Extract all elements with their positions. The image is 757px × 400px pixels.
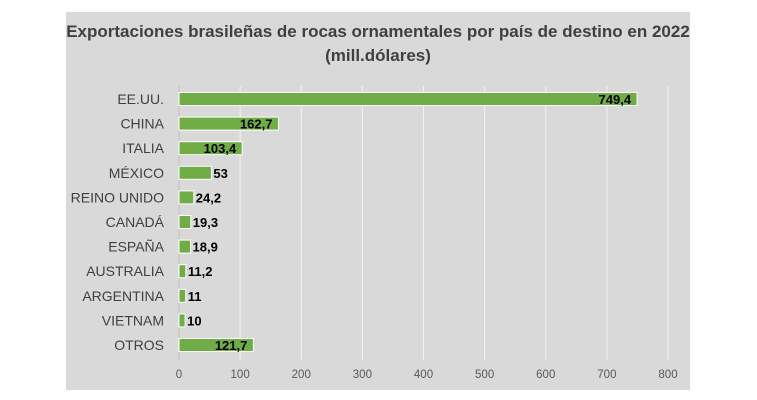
data-label: 162,7 — [240, 117, 273, 132]
data-label: 11 — [188, 289, 202, 304]
category-label: AUSTRALIA — [86, 263, 164, 279]
category-label: ARGENTINA — [82, 288, 164, 304]
bar — [178, 141, 243, 156]
data-label: 53 — [213, 166, 227, 181]
x-tick-label: 200 — [292, 369, 311, 381]
category-label: OTROS — [114, 337, 164, 353]
data-label: 749,4 — [599, 92, 632, 107]
data-label: 10 — [187, 313, 201, 328]
x-tick-label: 300 — [353, 369, 372, 381]
bar — [178, 190, 195, 205]
category-label: CHINA — [120, 116, 164, 132]
category-label: EE.UU. — [117, 91, 164, 107]
category-label: ITALIA — [122, 140, 164, 156]
data-label: 121,7 — [215, 338, 248, 353]
data-label: 24,2 — [196, 190, 221, 205]
bar — [178, 313, 186, 328]
x-tick-label: 400 — [414, 369, 433, 381]
x-tick-label: 500 — [475, 369, 494, 381]
x-tick-label: 700 — [597, 369, 616, 381]
data-label: 103,4 — [204, 141, 237, 156]
category-label: MÉXICO — [109, 165, 164, 181]
category-label: VIETNAM — [102, 312, 164, 328]
data-label: 19,3 — [193, 215, 218, 230]
bar — [178, 239, 192, 254]
bar — [178, 92, 638, 106]
bar — [178, 215, 192, 229]
bar — [178, 165, 212, 180]
bar — [178, 338, 254, 352]
category-label: REINO UNIDO — [71, 189, 164, 205]
x-tick-label: 0 — [176, 369, 182, 381]
category-label: ESPAÑA — [108, 239, 164, 255]
bar — [178, 288, 187, 303]
category-label: CANADÁ — [106, 214, 165, 230]
bar — [178, 116, 279, 131]
x-tick-label: 800 — [658, 369, 677, 381]
chart-title: Exportaciones brasileñas de rocas orname… — [66, 22, 690, 65]
bar — [178, 264, 187, 279]
x-tick-label: 100 — [231, 369, 250, 381]
data-label: 11,2 — [188, 264, 213, 279]
x-tick-label: 600 — [536, 369, 555, 381]
data-label: 18,9 — [193, 240, 218, 255]
chart-area — [66, 12, 690, 390]
